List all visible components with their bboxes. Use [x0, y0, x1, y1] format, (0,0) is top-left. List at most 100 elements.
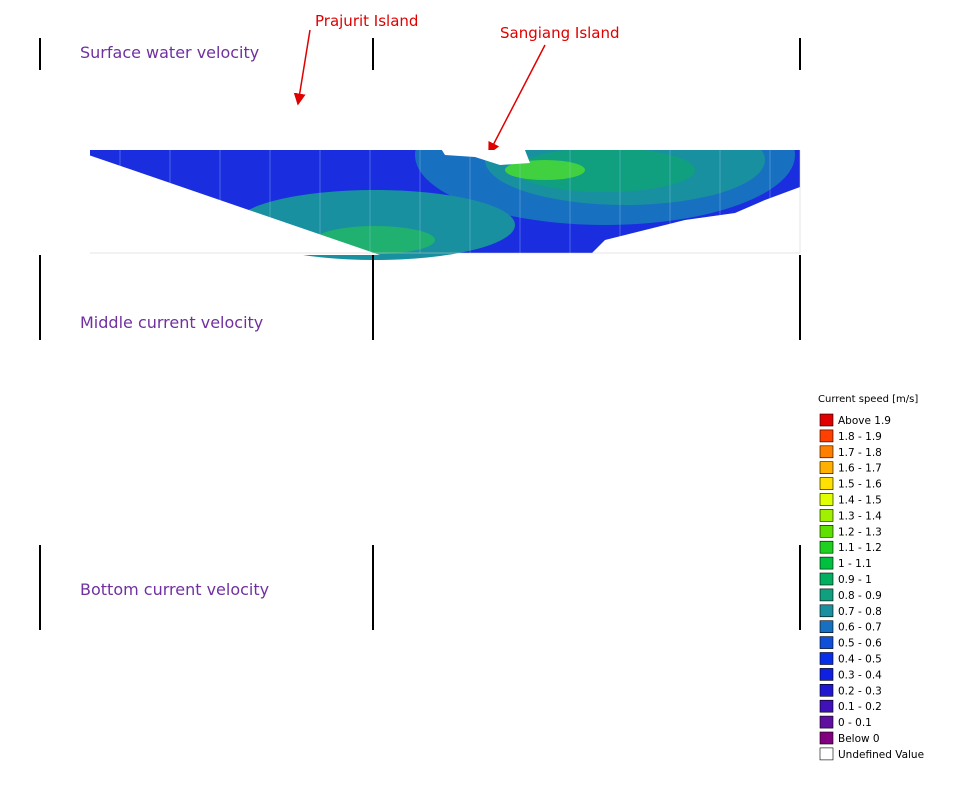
slow-zone	[45, 345, 105, 390]
legend-swatch	[820, 525, 833, 537]
legend-swatch	[820, 621, 833, 633]
current-zone	[505, 430, 585, 450]
island	[267, 95, 307, 105]
legend-swatch	[820, 446, 833, 458]
panel-title: Surface water velocity	[80, 43, 259, 62]
legend-label: 1.6 - 1.7	[838, 463, 882, 475]
island	[85, 635, 165, 685]
legend-swatch	[820, 494, 833, 506]
legend-swatch	[820, 748, 833, 760]
island	[267, 655, 307, 665]
legend-title: Current speed [m/s]	[818, 394, 918, 405]
figure: Prajurit Island Sangiang Island Surface …	[0, 0, 963, 812]
current-zone	[415, 645, 795, 785]
current-zone	[355, 117, 435, 133]
legend-swatch	[820, 557, 833, 569]
annotation: Prajurit Island	[315, 12, 418, 30]
slow-zone	[45, 635, 105, 680]
current-zone	[505, 720, 585, 740]
map	[45, 635, 800, 812]
legend-swatch	[820, 684, 833, 696]
land	[45, 410, 380, 525]
legend-label: 1.7 - 1.8	[838, 447, 882, 459]
map-frame	[45, 635, 800, 812]
sea	[45, 635, 800, 812]
legend-label: 0.2 - 0.3	[838, 685, 882, 697]
land	[590, 457, 800, 525]
legend-label: 0.7 - 0.8	[838, 606, 882, 618]
current-zone	[355, 677, 435, 693]
panel-title: Bottom current velocity	[80, 580, 269, 599]
slow-zone	[45, 345, 305, 405]
current-zone	[315, 496, 435, 524]
island	[200, 100, 245, 113]
legend-swatch	[820, 700, 833, 712]
land	[45, 700, 380, 812]
current-zone	[515, 418, 695, 462]
slow-zone	[45, 75, 105, 120]
island	[205, 75, 270, 97]
legend-swatch	[820, 605, 833, 617]
legend-swatch	[820, 509, 833, 521]
legend-label: 0.1 - 0.2	[838, 701, 882, 713]
legend-label: 1.2 - 1.3	[838, 526, 882, 538]
island	[205, 635, 270, 657]
legend-swatch	[820, 541, 833, 553]
legend-label: 1.1 - 1.2	[838, 542, 882, 554]
legend-swatch	[820, 668, 833, 680]
island	[267, 365, 307, 375]
current-zone	[235, 750, 515, 812]
island	[440, 695, 530, 725]
legend-swatch	[820, 478, 833, 490]
legend-label: 1.8 - 1.9	[838, 431, 882, 443]
legend-label: Above 1.9	[838, 415, 891, 427]
legend-swatch	[820, 589, 833, 601]
island	[85, 345, 165, 395]
current-zone	[515, 708, 695, 752]
legend-label: 1.4 - 1.5	[838, 495, 882, 507]
legend-swatch	[820, 573, 833, 585]
island	[205, 345, 270, 367]
slow-zone	[45, 75, 305, 135]
island	[440, 405, 530, 435]
current-zone	[485, 385, 765, 475]
legend-label: 1 - 1.1	[838, 558, 872, 570]
legend-label: 0.8 - 0.9	[838, 590, 882, 602]
panel-title: Middle current velocity	[80, 313, 263, 332]
arrow	[489, 45, 545, 153]
legend-swatch	[820, 732, 833, 744]
legend-label: 1.5 - 1.6	[838, 479, 882, 491]
current-zone	[485, 675, 765, 765]
page: {"panels": [ {"title": "Surface water ve…	[0, 0, 963, 812]
legend-label: 0.3 - 0.4	[838, 669, 882, 681]
island	[200, 660, 245, 673]
current-zone	[415, 355, 795, 495]
island	[85, 75, 165, 125]
legend-swatch	[820, 462, 833, 474]
current-zone	[355, 387, 435, 403]
map	[45, 345, 800, 530]
legend-label: Below 0	[838, 733, 880, 745]
island	[200, 370, 245, 383]
legend-swatch	[820, 414, 833, 426]
arrow	[298, 30, 310, 104]
map	[45, 75, 800, 260]
legend-swatch	[820, 653, 833, 665]
sea	[45, 345, 800, 523]
legend-swatch	[820, 637, 833, 649]
map-frame	[45, 345, 800, 523]
current-zone	[315, 786, 435, 812]
current-zone	[235, 460, 515, 530]
legend-swatch	[820, 716, 833, 728]
slow-zone	[45, 635, 305, 695]
legend-label: 0.9 - 1	[838, 574, 872, 586]
legend-label: 0.6 - 0.7	[838, 622, 882, 634]
legend-label: 0.4 - 0.5	[838, 654, 882, 666]
legend-swatch	[820, 430, 833, 442]
legend-label: 0.5 - 0.6	[838, 638, 882, 650]
legend-label: 1.3 - 1.4	[838, 510, 882, 522]
legend-label: Undefined Value	[838, 749, 924, 761]
land	[590, 747, 800, 812]
annotation: Sangiang Island	[500, 24, 620, 42]
legend-label: 0 - 0.1	[838, 717, 872, 729]
